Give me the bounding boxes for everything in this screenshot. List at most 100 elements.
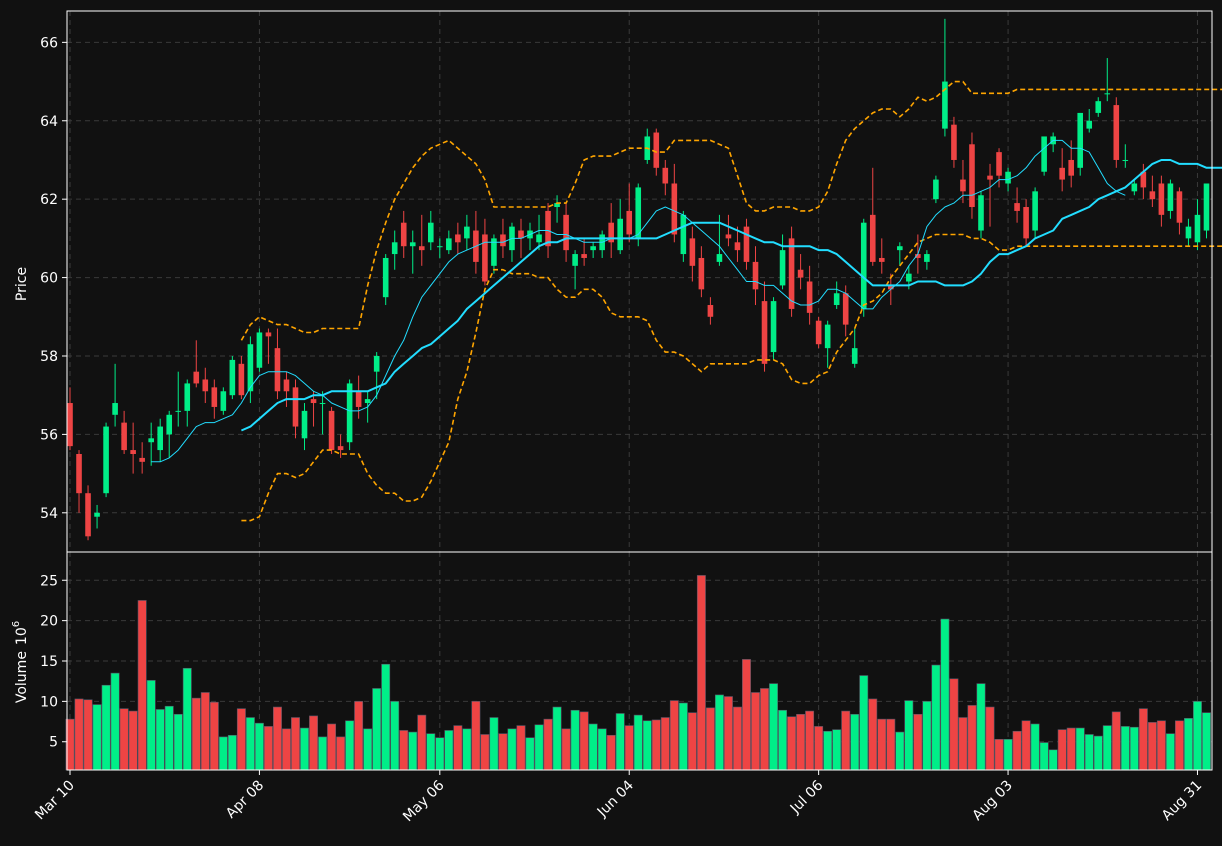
volume-bar [1048, 749, 1058, 771]
volume-bar [814, 726, 824, 771]
candle-body [1113, 105, 1120, 160]
candle-body [482, 234, 488, 282]
candle-body [536, 234, 542, 243]
volume-bar [318, 736, 328, 771]
volume-bar [489, 717, 499, 771]
candle-body [860, 222, 867, 309]
volume-bar [282, 728, 291, 771]
candle-body [942, 81, 948, 129]
volume-bar [940, 618, 950, 771]
volume-bar [182, 667, 192, 771]
volume-bar [245, 717, 255, 771]
candle-body [103, 426, 109, 494]
volume-bar [399, 730, 409, 771]
candle-body [1149, 191, 1156, 200]
volume-bar [1093, 735, 1103, 771]
volume-bar [823, 730, 833, 771]
volume-bar [426, 733, 436, 771]
candle-body [933, 179, 939, 200]
volume-bar [336, 736, 346, 771]
candle-body [1185, 226, 1192, 239]
candle-body [409, 242, 416, 247]
volume-bar [291, 717, 300, 771]
volume-panel-frame [66, 551, 1213, 771]
volume-bar [1174, 720, 1184, 771]
candle-body [491, 238, 497, 266]
candle-body [130, 450, 136, 454]
volume-bar [83, 699, 93, 771]
volume-bar [462, 728, 472, 771]
moving-average-thick-line [241, 159, 1222, 432]
volume-bar [994, 739, 1004, 771]
moving-average-thin-line [151, 139, 1126, 463]
volume-bar [480, 734, 490, 771]
candle-body [382, 257, 389, 298]
candle-body [247, 344, 254, 392]
volume-bar [146, 680, 156, 771]
candle-body [184, 383, 191, 411]
candle-body [265, 332, 272, 337]
price-tick-label: 64 [40, 114, 58, 130]
candle-body [337, 446, 344, 451]
volume-bar [417, 714, 427, 771]
volume-bar [651, 719, 661, 771]
volume-bar [1138, 708, 1148, 771]
candle-body [987, 175, 993, 180]
volume-bar [1012, 730, 1022, 771]
volume-bar [687, 712, 697, 771]
volume-bar [552, 706, 562, 771]
candle-body [851, 348, 858, 364]
candle-body [563, 214, 569, 251]
price-tick-label: 54 [40, 506, 58, 522]
volume-bar [300, 727, 309, 771]
volume-bar [606, 734, 616, 771]
volume-bar [381, 663, 391, 771]
volume-bar [967, 705, 977, 771]
lower-band-line [241, 233, 1222, 522]
volume-bar [1075, 727, 1085, 771]
volume-bar [236, 708, 246, 771]
candle-body [653, 132, 660, 168]
candle-body [364, 399, 371, 404]
volume-bar [976, 683, 986, 771]
volume-bar [498, 733, 508, 771]
candle-body [635, 187, 642, 239]
candle-body [121, 422, 127, 451]
volume-bar [101, 684, 111, 771]
candle-body [1059, 167, 1065, 180]
volume-bar [913, 713, 923, 771]
candle-body [1014, 203, 1020, 211]
candle-body [698, 257, 705, 290]
candle-body [779, 250, 786, 286]
candle-body [1104, 93, 1111, 95]
volume-tick-label: 15 [40, 654, 58, 670]
volume-bar [615, 713, 625, 771]
volume-axis-label-multiplier: 10 [14, 627, 30, 645]
volume-bar [805, 710, 815, 771]
candle-body [418, 246, 425, 251]
candle-body [1005, 171, 1011, 184]
volume-bar [787, 716, 797, 771]
volume-bar [534, 724, 544, 771]
candle-body [960, 179, 966, 192]
candle-body [770, 301, 777, 353]
candle-body [76, 453, 82, 494]
volume-bar [435, 737, 445, 771]
volume-bar [859, 675, 869, 771]
candle-body [1158, 183, 1165, 215]
candle-body [1068, 159, 1074, 176]
volume-tick-label: 5 [49, 735, 58, 751]
volume-axis-label-exponent: 6 [11, 621, 22, 627]
candle-body [806, 281, 813, 313]
volume-bar [408, 731, 418, 771]
candle-body [888, 285, 894, 290]
volume-bar [1129, 726, 1139, 771]
candle-body [1041, 136, 1047, 172]
candle-body [1131, 183, 1138, 192]
volume-bar [669, 700, 679, 771]
volume-bar [642, 720, 652, 771]
candle-body [437, 246, 443, 248]
volume-bar [363, 728, 373, 771]
volume-bar [1102, 725, 1112, 771]
candle-body [590, 246, 596, 251]
